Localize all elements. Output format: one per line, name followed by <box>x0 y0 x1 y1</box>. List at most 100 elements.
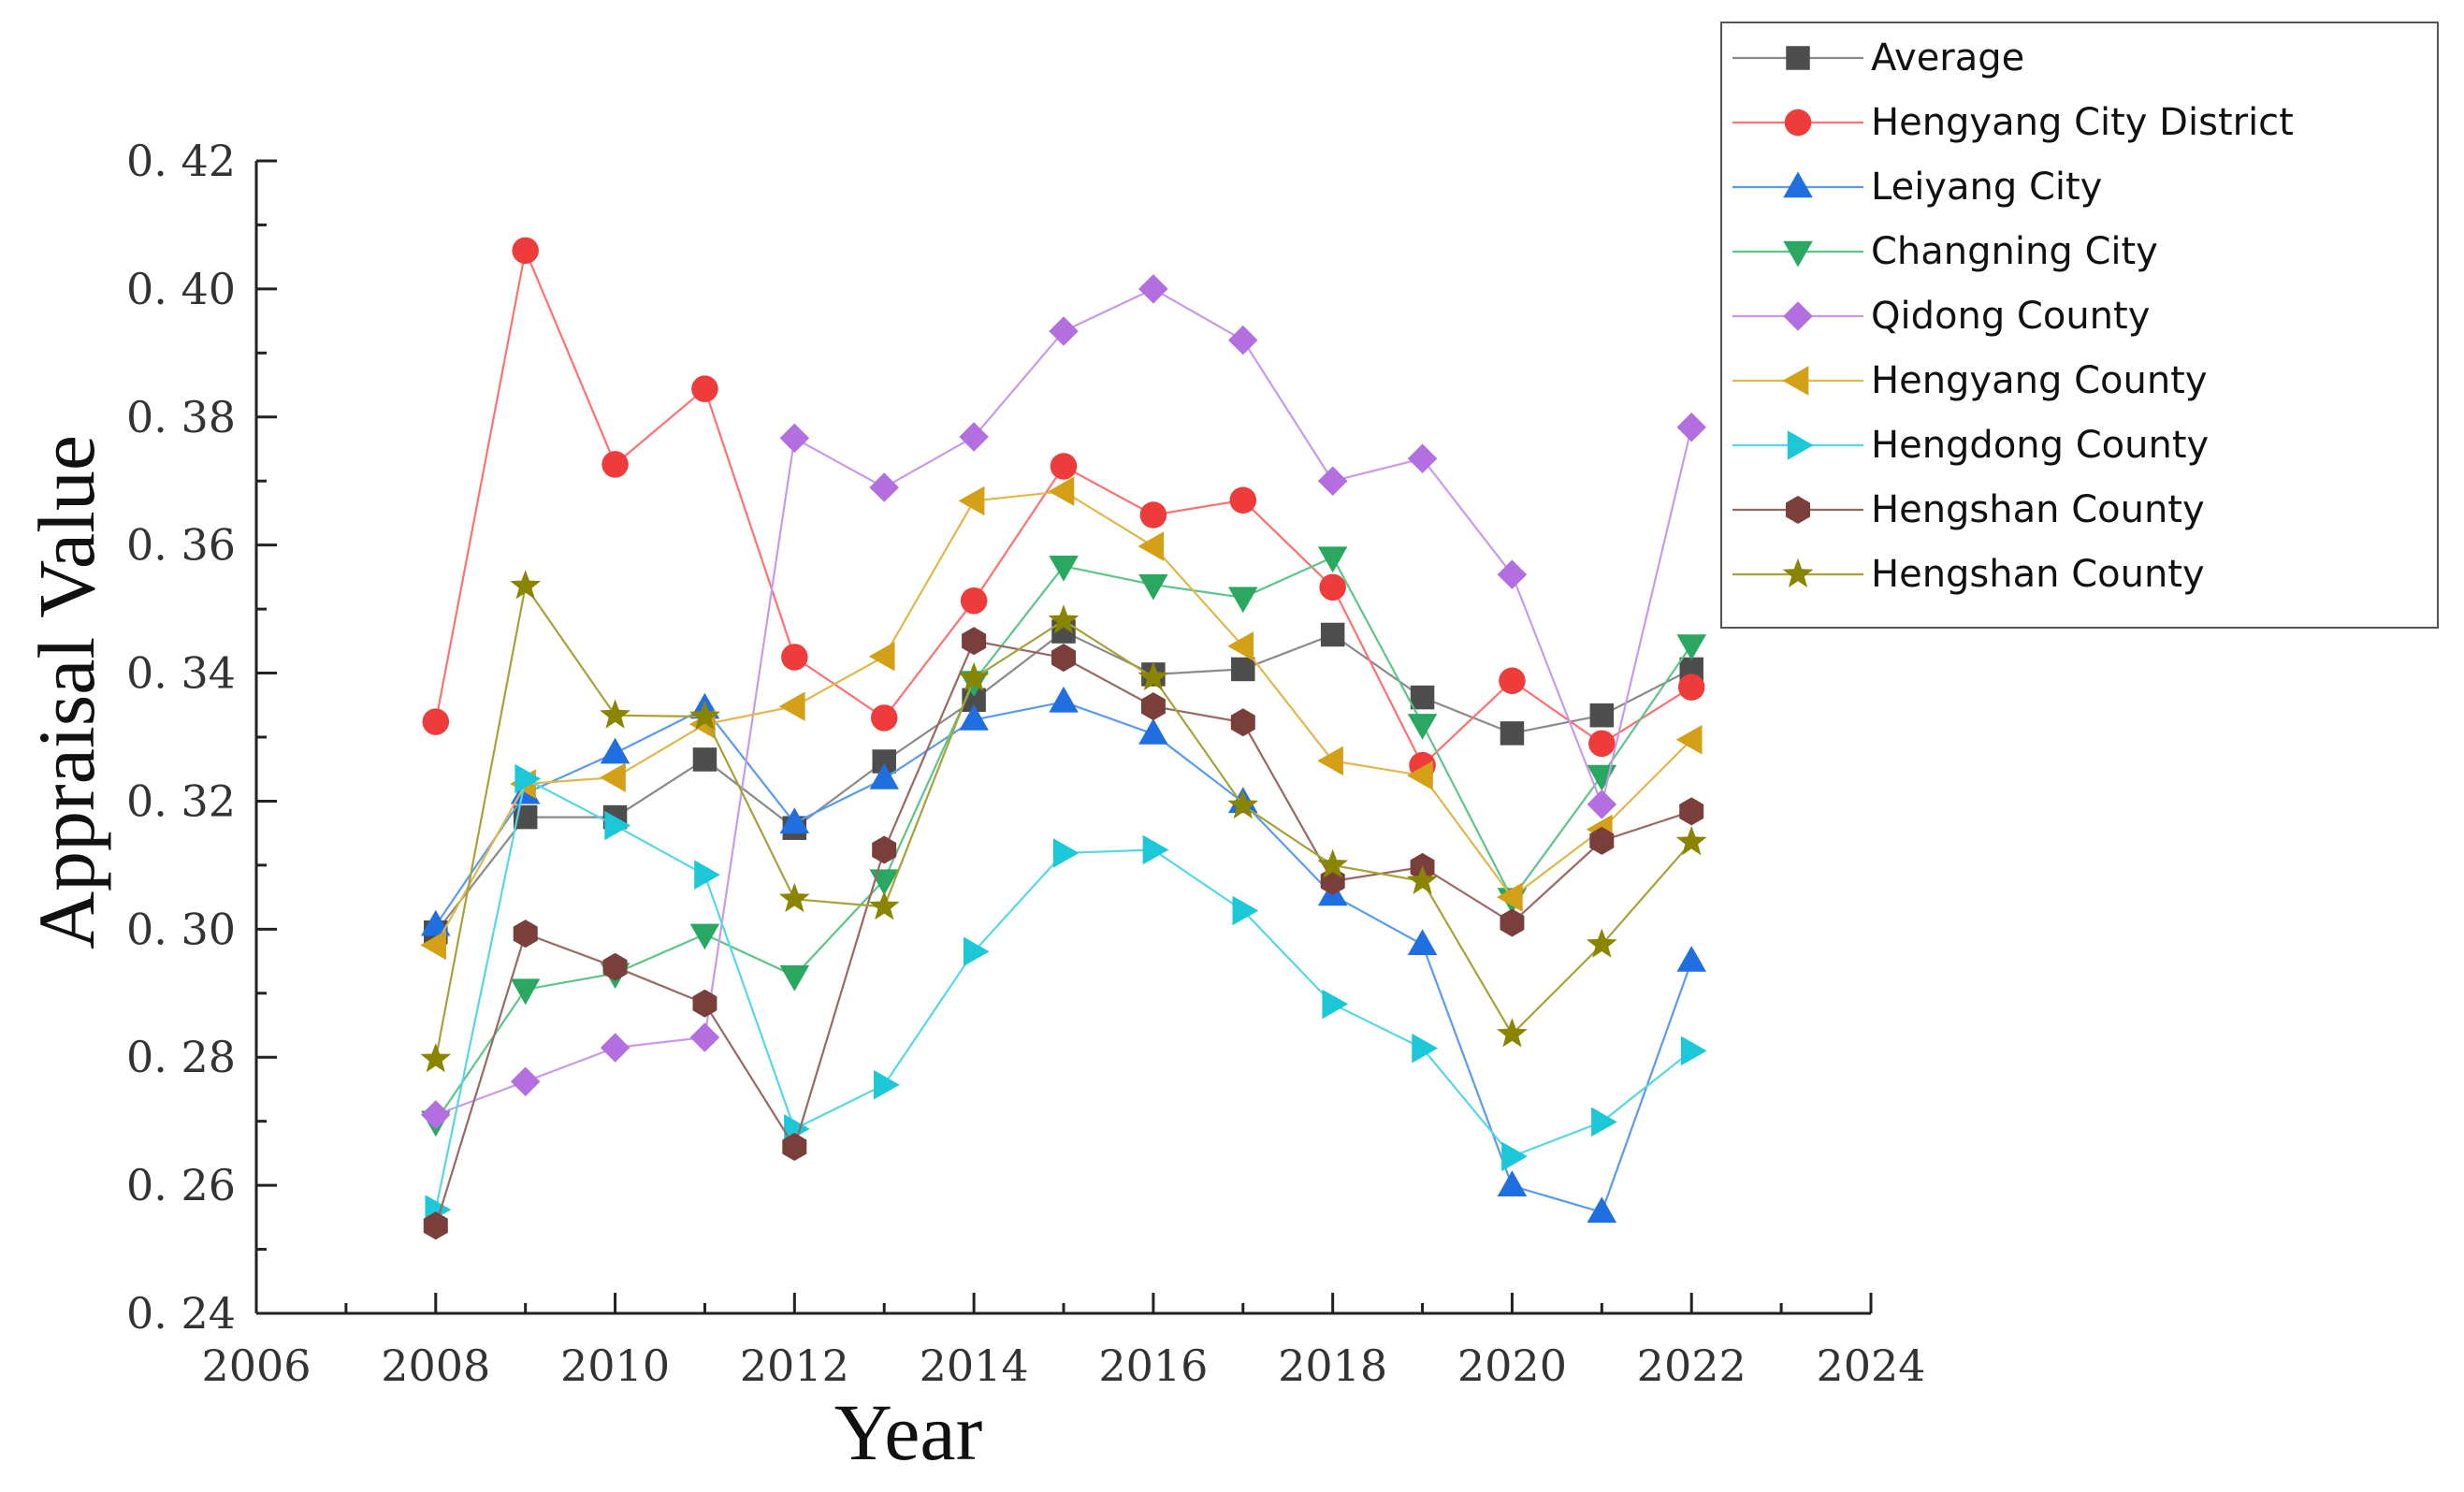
data-point <box>1230 708 1255 737</box>
x-tick-label: 2008 <box>381 1340 490 1391</box>
data-point <box>1138 718 1168 745</box>
data-point <box>694 860 720 890</box>
data-point <box>778 882 810 913</box>
data-point <box>782 1133 807 1161</box>
data-point <box>1317 546 1348 573</box>
data-point <box>1500 908 1525 937</box>
legend-item: Changning City <box>1732 230 2158 273</box>
legend: Average Hengyang City District Leiyang Cit… <box>1720 22 2439 629</box>
legend-label: Average <box>1871 36 2024 80</box>
data-point <box>423 1211 448 1240</box>
legend-label: Hengyang City District <box>1871 101 2294 144</box>
data-point <box>600 762 626 792</box>
data-point <box>1675 826 1707 856</box>
x-tick-label: 2022 <box>1637 1340 1747 1391</box>
data-point <box>1319 573 1346 601</box>
x-tick-label: 2010 <box>560 1340 670 1391</box>
legend-item: Hengyang City District <box>1732 101 2294 144</box>
data-point <box>1589 826 1615 855</box>
data-point <box>512 237 539 265</box>
data-point <box>779 807 810 833</box>
legend-label: Leiyang City <box>1871 166 2102 209</box>
legend-label: Changning City <box>1871 230 2158 273</box>
data-point <box>689 700 720 731</box>
y-tick-label: 0. 30 <box>126 904 236 954</box>
data-point <box>604 810 631 841</box>
x-tick-label: 2014 <box>920 1340 1029 1391</box>
legend-marker <box>1784 109 1812 137</box>
data-point <box>1501 1141 1528 1172</box>
y-axis-title: Appraisal Value <box>22 435 111 949</box>
x-tick-label: 2024 <box>1816 1340 1925 1391</box>
legend-item: Qidong County <box>1732 295 2150 338</box>
legend-item: Leiyang City <box>1732 166 2102 209</box>
data-point <box>1138 531 1165 561</box>
data-point <box>958 661 990 691</box>
legend-marker <box>1787 430 1814 460</box>
data-point <box>510 570 542 600</box>
legend-item: Hengshan County <box>1732 553 2205 596</box>
data-point <box>868 891 900 920</box>
legend-item: Hengshan County <box>1732 488 2205 531</box>
data-point <box>779 423 810 454</box>
data-point <box>1322 989 1349 1020</box>
data-point <box>1052 838 1080 868</box>
data-point <box>1496 882 1523 912</box>
data-point <box>689 1022 720 1052</box>
data-point <box>1317 746 1343 776</box>
data-point <box>1139 501 1167 529</box>
legend-item: Hengyang County <box>1732 359 2208 402</box>
data-point <box>1407 929 1438 955</box>
y-tick-label: 0. 36 <box>126 520 236 571</box>
data-point <box>1676 413 1706 442</box>
legend-label: Hengdong County <box>1871 424 2209 467</box>
data-point <box>420 930 446 961</box>
data-point <box>510 978 541 1006</box>
data-point <box>1049 686 1079 713</box>
data-point <box>1412 1033 1439 1064</box>
data-point <box>779 965 810 992</box>
data-point <box>1317 848 1349 878</box>
data-point <box>1048 604 1080 634</box>
data-point <box>1229 486 1257 514</box>
data-point <box>963 936 990 966</box>
data-point <box>1320 622 1345 647</box>
y-tick-label: 0. 34 <box>126 648 236 699</box>
data-point <box>1591 1107 1617 1137</box>
data-point <box>1499 667 1526 695</box>
data-point <box>1228 325 1258 355</box>
series-hengdong-county-6 <box>425 763 1707 1224</box>
y-tick-label: 0. 26 <box>126 1160 236 1210</box>
y-tick-label: 0. 40 <box>126 264 236 314</box>
legend-label: Hengshan County <box>1871 553 2205 596</box>
data-point <box>513 920 538 949</box>
axes: 2006 2008 2010 2012 2014 2016 2018 2020 2022 2024… <box>126 136 1926 1391</box>
y-tick-label: 0. 42 <box>126 136 236 186</box>
data-point <box>1049 316 1079 346</box>
legend-marker <box>1782 366 1809 396</box>
series-qidong-county-4 <box>421 274 1706 1130</box>
data-point <box>958 485 985 516</box>
data-point <box>1142 834 1169 865</box>
y-tick-label: 0. 38 <box>126 392 236 442</box>
data-point <box>510 1066 541 1096</box>
y-tick-label: 0. 32 <box>126 775 236 826</box>
data-point <box>689 923 720 950</box>
data-point <box>1231 657 1255 682</box>
x-tick-label: 2018 <box>1278 1340 1387 1391</box>
data-point <box>959 704 989 731</box>
data-point <box>600 699 630 729</box>
x-tick-label: 2020 <box>1457 1340 1567 1391</box>
data-point <box>422 708 450 735</box>
data-point <box>1589 703 1615 728</box>
data-point <box>1587 789 1617 819</box>
data-point <box>1232 895 1259 926</box>
data-point <box>1140 692 1166 721</box>
legend-marker <box>1783 240 1813 268</box>
legend-marker <box>1783 171 1813 198</box>
data-point <box>600 737 630 764</box>
data-point <box>869 763 899 789</box>
data-point <box>778 691 805 721</box>
data-point <box>1676 634 1706 660</box>
data-point <box>1138 661 1169 691</box>
